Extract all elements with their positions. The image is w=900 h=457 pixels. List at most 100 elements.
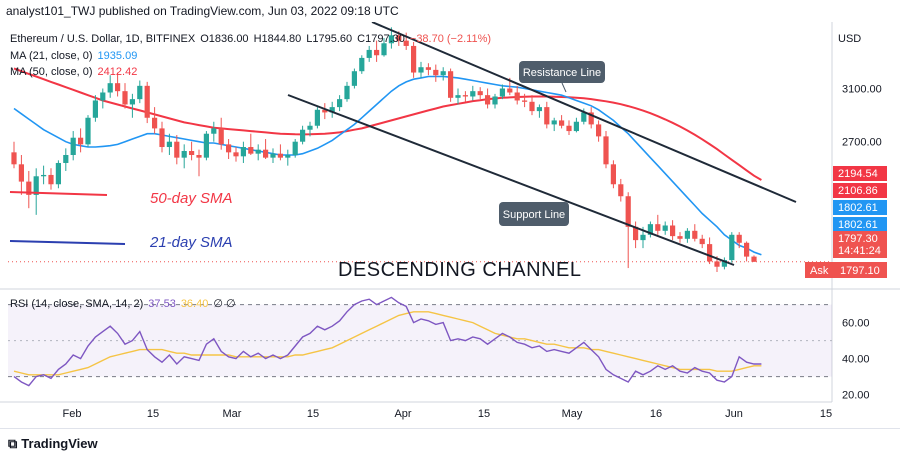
price-label-bg: [833, 231, 887, 246]
legend-field: −38.70 (−2.11%): [410, 33, 491, 45]
candle: [255, 144, 261, 161]
price-pane: [8, 22, 832, 288]
candle-body: [122, 91, 128, 105]
candle: [485, 88, 491, 109]
time-tick: Jun: [725, 408, 743, 420]
candle: [189, 141, 195, 161]
rsi-sma-line: [13, 311, 762, 376]
price-chart[interactable]: Resistance Line Support Line 50-day SMA 21-…: [0, 22, 900, 428]
price-label-bg: [833, 183, 887, 198]
candle-body: [625, 196, 631, 227]
rsi-legend-field: 37.53: [148, 298, 176, 310]
candle: [477, 87, 483, 100]
footer: ⧉ TradingView: [0, 428, 900, 457]
candle-body: [677, 236, 683, 239]
candle-body: [322, 109, 328, 113]
candle-body: [603, 136, 609, 165]
time-tick: Feb: [63, 408, 82, 420]
legend-rsi: RSI (14, close, SMA, 14, 2) 37.53 36.40 ∅ ∅: [10, 298, 236, 310]
price-scale-label: 1802.61: [833, 200, 887, 215]
candle-body: [85, 117, 91, 145]
candle-body: [329, 107, 335, 113]
rsi-legend-field: 36.40: [181, 298, 209, 310]
candle-body: [129, 99, 135, 105]
candle-body: [581, 112, 587, 122]
candle: [729, 232, 735, 263]
candle: [603, 131, 609, 169]
candle: [381, 37, 387, 57]
candle: [48, 168, 54, 190]
candle-body: [159, 128, 165, 148]
candle-body: [647, 224, 653, 235]
candle: [226, 139, 232, 159]
candle: [736, 232, 742, 249]
candle-body: [692, 230, 698, 239]
ma21-line: [13, 75, 762, 256]
candle-body: [744, 242, 750, 257]
price-tick: 3100.00: [842, 84, 882, 96]
candle-body: [166, 141, 172, 148]
candle-body: [418, 67, 424, 73]
candle-body: [203, 133, 209, 158]
candle: [300, 125, 306, 145]
price-label-text: 2194.54: [838, 168, 878, 180]
candle: [425, 63, 431, 76]
candle: [248, 133, 254, 155]
candle: [559, 115, 565, 129]
support-line: [287, 94, 735, 266]
candle-body: [559, 120, 565, 126]
candle-body: [351, 71, 357, 86]
candle-body: [485, 95, 491, 105]
candle-body: [285, 155, 291, 158]
candle: [596, 120, 602, 142]
rsi-tick: 60.00: [842, 318, 870, 330]
candle-body: [470, 91, 476, 97]
candle-body: [507, 88, 513, 93]
rsi-tick: 40.00: [842, 354, 870, 366]
sma21-legend-stroke: [9, 240, 126, 245]
candle-body: [218, 128, 224, 145]
candle: [11, 141, 17, 169]
candle-body: [610, 164, 616, 185]
publisher-text: analyst101_TWJ published on TradingView.…: [6, 4, 399, 18]
time-tick: Mar: [223, 408, 242, 420]
candle-body: [211, 128, 217, 134]
candle: [285, 149, 291, 166]
channel-annotation: DESCENDING CHANNEL: [338, 259, 581, 281]
legend-ma21: MA (21, close, 0) 1935.09: [10, 50, 137, 62]
resistance-label: Resistance Line: [523, 67, 601, 79]
candle-body: [374, 49, 380, 56]
currency-label: USD: [838, 33, 861, 45]
candle-body: [588, 112, 594, 125]
legend-field: Ethereum / U.S. Dollar, 1D, BITFINEX: [10, 33, 196, 45]
candle-body: [566, 125, 572, 132]
time-tick: 15: [820, 408, 832, 420]
price-label-text: 1797.30: [838, 233, 878, 245]
candle: [63, 148, 69, 171]
price-label-bg: [833, 243, 887, 258]
rsi-legend-field: ∅ ∅: [213, 298, 235, 310]
legend-field: C1797.30: [357, 33, 405, 45]
candle: [707, 237, 713, 265]
tradingview-logo[interactable]: ⧉ TradingView: [8, 436, 98, 452]
resistance-callout-pointer: [561, 82, 567, 93]
price-scale-label: 2106.86: [833, 183, 887, 198]
candle: [159, 121, 165, 153]
candle-body: [714, 261, 720, 267]
candle: [551, 117, 557, 132]
candle-body: [499, 88, 505, 97]
candle: [433, 64, 439, 82]
candle-body: [514, 92, 520, 101]
candle-body: [573, 121, 579, 132]
candle: [625, 192, 631, 269]
candle-body: [189, 151, 195, 155]
ask-label: Ask 1797.10: [805, 262, 887, 278]
candle-body: [551, 120, 557, 125]
candle-body: [100, 92, 106, 101]
time-tick: 15: [307, 408, 319, 420]
candle-body: [359, 57, 365, 72]
candle-body: [233, 152, 239, 157]
candle: [129, 93, 135, 118]
candle-body: [492, 96, 498, 105]
candle: [462, 91, 468, 102]
